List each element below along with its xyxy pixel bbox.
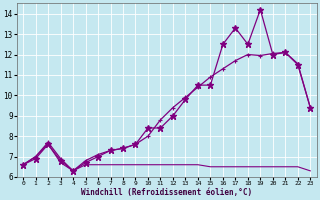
X-axis label: Windchill (Refroidissement éolien,°C): Windchill (Refroidissement éolien,°C) (81, 188, 252, 197)
